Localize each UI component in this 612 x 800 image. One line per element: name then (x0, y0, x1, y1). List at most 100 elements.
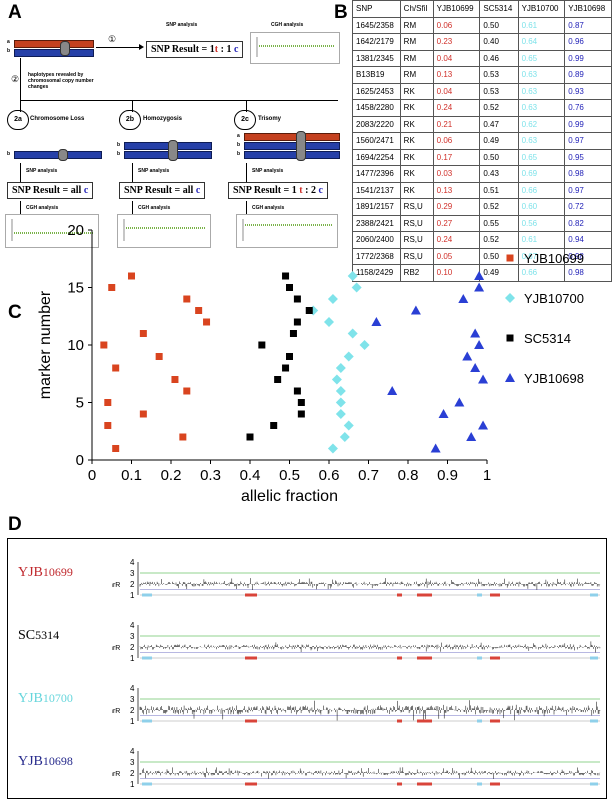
yjb10699-cell: 0.06 (432, 16, 481, 34)
yjb10698-point (454, 397, 465, 407)
table-row: 2060/2400 RS,U 0.24 0.52 0.61 0.94 (352, 231, 612, 249)
branch-2c-tag: 2c (234, 110, 256, 130)
genomic-feature-marker (477, 719, 482, 723)
cgh-track-plot: 4 3 2 1 ChrR (112, 558, 601, 600)
yjb10699-point (171, 376, 179, 383)
cgh-analysis-label-2c: CGH analysis (252, 205, 285, 211)
genomic-feature-marker (397, 782, 402, 786)
y-tick-label: 20 (67, 222, 84, 239)
yjb10700-point (347, 328, 358, 339)
sc5314-cell: 0.51 (479, 181, 519, 199)
yjb10699-cell: 0.24 (432, 99, 481, 117)
centromere-icon (296, 131, 306, 161)
cgh-trace (256, 37, 335, 57)
cgh-signal-trace (139, 641, 601, 653)
arrow-2c-snp (246, 163, 247, 183)
chrom-b-label-2b: b (117, 142, 121, 148)
x-tick-label: 1 (483, 467, 491, 484)
allele-c: c (83, 185, 89, 196)
yjb10700-cell: 0.61 (517, 16, 566, 34)
legend-label: YJB10700 (524, 291, 584, 306)
chrom-b-label-2a: b (7, 151, 11, 157)
genomic-feature-marker (142, 656, 152, 660)
yjb10700-point (331, 374, 342, 385)
y-tick-label: 15 (67, 280, 84, 297)
branch-2b-title: Homozygosis (143, 116, 183, 122)
x-tick-label: 0.7 (358, 467, 379, 484)
yjb10700-cell: 0.69 (517, 165, 566, 183)
snp-cell: 1381/2345 (352, 49, 401, 67)
track-tick-label: 2 (130, 769, 135, 778)
ch-sfii-cell: RS,U (399, 198, 434, 216)
sc5314-cell: 0.47 (479, 115, 519, 133)
yjb10698-point (474, 340, 485, 349)
yjb10700-cell: 0.66 (517, 181, 566, 199)
allele-t: t (299, 185, 303, 196)
yjb10698-cell: 0.99 (564, 49, 612, 67)
track-tick-label: 2 (130, 706, 135, 715)
allele-t: t (214, 44, 219, 55)
yjb10698-point (478, 374, 489, 384)
legend-marker (506, 254, 514, 262)
chrom-b-label: b (7, 48, 11, 54)
arrow-2a-cgh (20, 201, 21, 216)
yjb10698-point (371, 317, 382, 326)
yjb10700-point (327, 443, 338, 454)
genomic-feature-marker (490, 656, 500, 660)
yjb10700-point (335, 363, 346, 373)
yjb10700-cell: 0.62 (517, 115, 566, 133)
cgh-trace (11, 219, 94, 241)
ch-sfii-cell: RK (399, 181, 434, 199)
genomic-feature-marker (245, 593, 257, 597)
genomic-feature-marker (490, 719, 500, 723)
track-name-prefix: SC (18, 628, 36, 643)
track-name-suffix: 10700 (42, 691, 73, 705)
genomic-feature-marker (490, 593, 500, 597)
sc5314-cell: 0.52 (479, 99, 519, 117)
yjb10700-cell: 0.65 (517, 49, 566, 67)
ch-sfii-cell: RM (399, 33, 434, 51)
genomic-feature-marker (590, 782, 598, 786)
yjb10698-cell: 0.98 (564, 264, 612, 282)
yjb10698-point (410, 305, 421, 315)
track-name-prefix: YJB (18, 565, 43, 580)
arrow-step1 (96, 47, 140, 48)
panel-letter-d: D (8, 514, 22, 535)
track-name-prefix: YJB (18, 691, 43, 706)
arrow-2a-snp (20, 163, 21, 183)
sc5314-point (246, 433, 254, 441)
table-row: 1694/2254 RK 0.17 0.50 0.65 0.95 (352, 148, 612, 166)
branch-2b-tag: 2b (119, 110, 141, 130)
chromosome-b-bar-2c-2 (244, 151, 340, 159)
genomic-feature-marker (590, 719, 598, 723)
table-row: 1625/2453 RK 0.04 0.53 0.63 0.93 (352, 82, 612, 100)
arrow-2b-snp (132, 163, 133, 183)
snp-cell: 1541/2137 (352, 181, 401, 199)
yjb10699-point (108, 284, 116, 291)
yjb10700-point (351, 282, 362, 293)
branch-2a-line (20, 100, 21, 112)
yjb10700-point (327, 294, 338, 304)
yjb10700-point (343, 420, 354, 431)
y-axis-label: marker number (37, 290, 54, 399)
chrom-b-label-2c-2: b (237, 151, 241, 157)
yjb10698-cell: 0.76 (564, 99, 612, 117)
cgh-signal-trace (139, 767, 601, 779)
y-tick-label: 5 (76, 395, 84, 412)
col-header-yjb10700: YJB10700 (517, 0, 566, 18)
yjb10699-cell: 0.03 (432, 165, 481, 183)
yjb10698-cell: 0.98 (564, 165, 612, 183)
snp-allelic-fraction-table: SNP Ch/SfiI YJB10699 SC5314 YJB10700 YJB… (352, 0, 612, 282)
arrow-step2 (20, 58, 21, 100)
snp-result-text: SNP Result = all (124, 185, 194, 196)
step1-marker: ① (108, 34, 117, 44)
cgh-track-plot: 4 3 2 1 ChrR (112, 747, 601, 789)
genomic-feature-marker (397, 656, 402, 660)
track-tick-label: 1 (130, 654, 135, 663)
genomic-feature-marker (477, 593, 482, 597)
branch-2c-line (246, 100, 247, 112)
yjb10699-point (155, 353, 163, 360)
yjb10699-cell: 0.06 (432, 132, 481, 150)
snp-cell: 2083/2220 (352, 115, 401, 133)
col-header-yjb10698: YJB10698 (564, 0, 612, 18)
